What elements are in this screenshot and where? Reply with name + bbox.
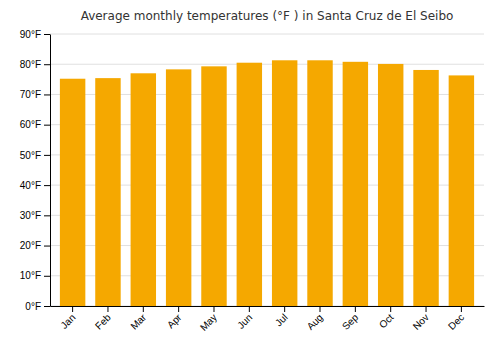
y-tick-label: 0°F xyxy=(25,301,41,312)
y-tick-mark xyxy=(44,306,50,307)
x-tick-label: May xyxy=(198,312,219,333)
title: Average monthly temperatures (°F ) in Sa… xyxy=(81,9,454,23)
y-tick: 20°F xyxy=(20,240,50,251)
y-tick-label: 30°F xyxy=(20,210,41,221)
x-tick: Feb xyxy=(93,306,113,332)
chart-container: Jan Feb Mar Apr May Jun Jul Aug Sep Oct Nov Dec 0°F 1… xyxy=(0,0,500,350)
y-tick-label: 40°F xyxy=(20,180,41,191)
x-tick-mark xyxy=(72,306,73,312)
y-tick: 90°F xyxy=(20,29,50,40)
chart-svg: Jan Feb Mar Apr May Jun Jul Aug Sep Oct Nov Dec 0°F 1… xyxy=(0,0,500,350)
x-tick-label: Nov xyxy=(411,312,431,332)
y-tick-mark xyxy=(44,215,50,216)
x-tick: Jul xyxy=(273,306,290,328)
x-tick: Aug xyxy=(305,306,325,332)
x-tick-mark xyxy=(143,306,144,312)
y-tick-label: 80°F xyxy=(20,59,41,70)
x-tick-mark xyxy=(284,306,285,312)
y-tick-mark xyxy=(44,185,50,186)
y-tick-label: 50°F xyxy=(20,150,41,161)
y-tick: 80°F xyxy=(20,59,50,70)
y-tick: 10°F xyxy=(20,270,50,281)
x-tick: Mar xyxy=(128,306,148,332)
bar xyxy=(449,75,474,306)
y-tick-label: 20°F xyxy=(20,240,41,251)
grid xyxy=(50,34,484,306)
y-axis-line xyxy=(50,35,51,307)
y-tick: 70°F xyxy=(20,89,50,100)
y-tick-mark xyxy=(44,64,50,65)
x-tick-label: Jul xyxy=(273,312,290,329)
y-tick: 50°F xyxy=(20,150,50,161)
bar xyxy=(307,60,332,306)
y-tick-mark xyxy=(44,125,50,126)
x-tick-label: Dec xyxy=(446,312,466,332)
bar xyxy=(60,79,85,306)
x-tick-label: Mar xyxy=(128,311,148,331)
bar xyxy=(201,66,226,306)
x-tick-mark xyxy=(249,306,250,312)
y-tick-mark xyxy=(44,34,50,35)
x-tick-mark xyxy=(320,306,321,312)
x-tick: Dec xyxy=(446,306,466,332)
x-tick-label: Aug xyxy=(305,312,325,332)
grid-line xyxy=(50,64,484,65)
y-tick-label: 60°F xyxy=(20,119,41,130)
y-tick: 40°F xyxy=(20,180,50,191)
bar xyxy=(95,78,120,306)
x-tick-mark xyxy=(390,306,391,312)
y-tick: 30°F xyxy=(20,210,50,221)
x-tick: Sep xyxy=(340,306,361,332)
x-axis: Jan Feb Mar Apr May Jun Jul Aug Sep Oct Nov Dec xyxy=(51,306,485,333)
x-tick-mark xyxy=(461,306,462,312)
y-tick: 60°F xyxy=(20,119,50,130)
y-axis: 0°F 10°F 20°F 30°F 40°F 50°F 60°F 70°F 80°F 90°F xyxy=(20,29,51,312)
y-tick-label: 90°F xyxy=(20,29,41,40)
x-axis-line xyxy=(51,306,485,307)
y-tick-label: 70°F xyxy=(20,89,41,100)
y-tick-label: 10°F xyxy=(20,270,41,281)
bars xyxy=(60,60,474,306)
bar xyxy=(343,62,368,306)
bar xyxy=(272,60,297,306)
x-tick-label: Feb xyxy=(93,311,113,331)
x-tick-mark xyxy=(213,306,214,312)
bar xyxy=(237,63,262,306)
bar xyxy=(131,73,156,306)
x-tick-mark xyxy=(178,306,179,312)
x-tick: May xyxy=(198,306,219,333)
bar xyxy=(378,64,403,306)
bar xyxy=(166,69,191,306)
x-tick-mark xyxy=(355,306,356,312)
x-tick-label: Sep xyxy=(340,311,361,332)
x-tick-label: Oct xyxy=(377,312,396,331)
x-tick: Apr xyxy=(165,306,184,330)
x-tick-mark xyxy=(107,306,108,312)
grid-line xyxy=(50,34,484,35)
y-tick-mark xyxy=(44,246,50,247)
bar xyxy=(413,70,438,306)
y-tick-mark xyxy=(44,276,50,277)
y-tick-mark xyxy=(44,94,50,95)
x-tick-label: Apr xyxy=(165,311,184,330)
x-tick-label: Jan xyxy=(58,312,77,331)
y-tick: 0°F xyxy=(25,301,50,312)
x-tick-label: Jun xyxy=(235,312,254,331)
x-tick: Oct xyxy=(377,306,396,330)
x-tick: Jan xyxy=(58,306,77,331)
x-tick: Jun xyxy=(235,306,254,331)
x-tick: Nov xyxy=(411,306,431,332)
x-tick-mark xyxy=(426,306,427,312)
y-tick-mark xyxy=(44,155,50,156)
